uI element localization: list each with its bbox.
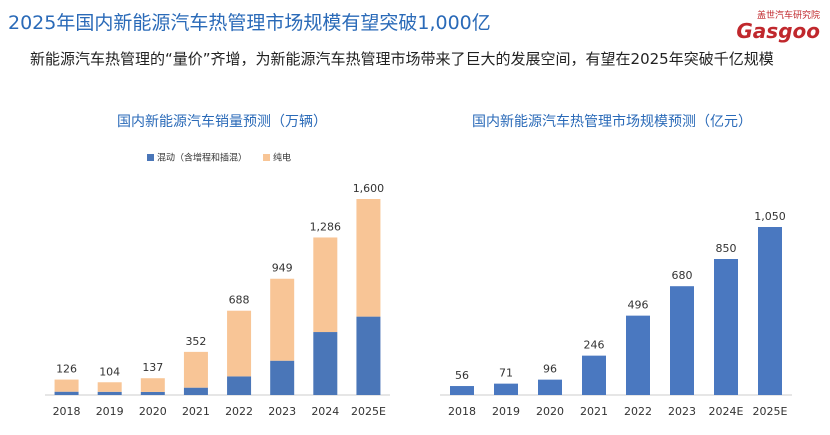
total-label: 352 (185, 335, 206, 348)
bar (582, 355, 606, 395)
total-label: 104 (99, 365, 120, 378)
bar-segment (227, 310, 252, 377)
value-label: 56 (455, 369, 469, 382)
bar (450, 386, 474, 395)
bar-segment (54, 391, 79, 395)
bar-segment (97, 391, 122, 395)
bar-segment (183, 351, 208, 388)
bar-segment (140, 378, 165, 392)
x-tick-label: 2024 (311, 405, 339, 418)
x-tick-label: 2022 (225, 405, 253, 418)
logo-name: 盖世汽车研究院 (756, 11, 820, 21)
value-label: 850 (716, 242, 737, 255)
bar-segment (313, 237, 338, 333)
total-label: 688 (229, 294, 250, 307)
bar-segment (356, 316, 381, 395)
total-label: 1,286 (310, 220, 342, 233)
legend-label: 混动（含增程和插混） (157, 152, 247, 164)
x-tick-label: 2018 (448, 405, 476, 418)
x-tick-label: 2019 (96, 405, 124, 418)
bar-segment (97, 382, 122, 392)
slide-title: 2025年国内新能源汽车热管理市场规模有望突破1,000亿 (8, 12, 491, 34)
total-label: 126 (56, 363, 77, 376)
bar (538, 379, 562, 395)
x-tick-label: 2023 (268, 405, 296, 418)
total-label: 949 (272, 262, 293, 275)
total-label: 1,600 (353, 182, 385, 195)
chart-title: 国内新能源汽车销量预测（万辆） (117, 113, 327, 130)
x-tick-label: 2022 (624, 405, 652, 418)
legend-label: 纯电 (273, 152, 291, 164)
x-tick-label: 2018 (53, 405, 81, 418)
value-label: 680 (672, 269, 693, 282)
total-label: 137 (142, 361, 163, 374)
slide-subtitle: 新能源汽车热管理的“量价”齐增，为新能源汽车热管理市场带来了巨大的发展空间，有望… (30, 50, 774, 68)
x-tick-label: 2020 (536, 405, 564, 418)
x-tick-label: 2025E (351, 405, 386, 418)
bar-segment (183, 387, 208, 395)
chart-title: 国内新能源汽车热管理市场规模预测（亿元） (472, 113, 752, 130)
bar (494, 383, 518, 395)
value-label: 496 (628, 299, 649, 312)
bar-segment (54, 379, 79, 392)
value-label: 246 (584, 339, 605, 352)
bar-segment (313, 332, 338, 395)
x-tick-label: 2024E (709, 405, 744, 418)
bar-segment (270, 278, 295, 361)
x-tick-label: 2023 (668, 405, 696, 418)
x-tick-label: 2021 (182, 405, 210, 418)
bar (670, 286, 694, 395)
legend-swatch (263, 154, 271, 161)
value-label: 96 (543, 363, 557, 376)
logo-brand: Gasgoo (736, 19, 820, 43)
x-tick-label: 2020 (139, 405, 167, 418)
bar (758, 227, 782, 395)
value-label: 1,050 (754, 210, 786, 223)
bar-segment (356, 199, 381, 317)
x-tick-label: 2025E (753, 405, 788, 418)
x-tick-label: 2021 (580, 405, 608, 418)
logo: 盖世汽车研究院 Gasgoo (736, 8, 820, 41)
bar-segment (270, 360, 295, 395)
value-label: 71 (499, 367, 513, 380)
bar (714, 259, 738, 395)
bar-segment (140, 391, 165, 395)
x-tick-label: 2019 (492, 405, 520, 418)
bar (626, 315, 650, 395)
legend-swatch (147, 154, 154, 161)
bar-segment (227, 376, 252, 395)
